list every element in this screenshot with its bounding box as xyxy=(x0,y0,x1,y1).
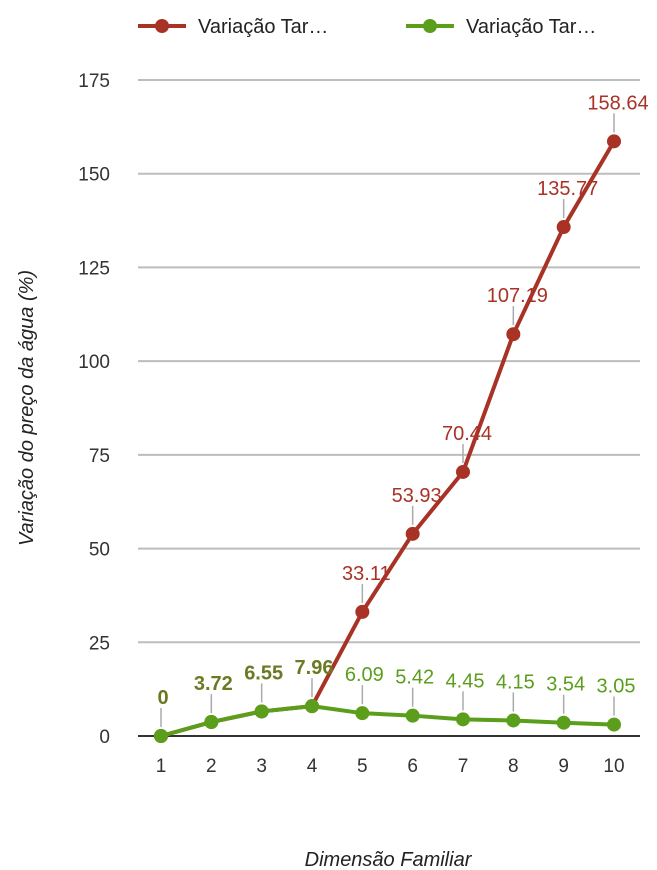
y-tick-label-175: 175 xyxy=(78,71,110,92)
data-point-s2-x2[interactable] xyxy=(204,715,219,730)
data-label-s2-x6: 5.42 xyxy=(395,667,434,689)
y-tick-label-50: 50 xyxy=(89,540,110,561)
data-label-s2-x7: 4.45 xyxy=(446,670,485,692)
legend-item-series-1[interactable]: Variação Tar… xyxy=(138,16,328,38)
data-labels: 33.11 53.93 70.44 107.19 135.77 158.64 0 3.72 6.… xyxy=(157,92,649,727)
series-1 xyxy=(154,134,621,743)
x-axis-ticks: 1 2 3 4 5 6 7 8 9 10 xyxy=(156,756,625,777)
data-point-s2-x4[interactable] xyxy=(305,699,319,714)
series-line-2 xyxy=(159,704,616,738)
x-tick-label-1: 1 xyxy=(156,756,167,777)
data-label-s2-x5: 6.09 xyxy=(345,664,384,686)
series-2 xyxy=(154,699,621,743)
data-label-s2-x9: 3.54 xyxy=(546,674,585,696)
data-label-s1-x10: 158.64 xyxy=(587,92,648,114)
legend: Variação Tar… Variação Tar… xyxy=(138,16,596,38)
x-tick-label-2: 2 xyxy=(206,756,217,777)
legend-label-series-2: Variação Tar… xyxy=(466,16,596,38)
data-point-s1-x5[interactable] xyxy=(355,604,370,619)
y-tick-label-0: 0 xyxy=(99,727,110,748)
x-tick-label-3: 3 xyxy=(256,756,267,777)
x-tick-label-10: 10 xyxy=(603,756,624,777)
data-point-s2-x5[interactable] xyxy=(355,706,370,721)
data-label-s1-x5: 33.11 xyxy=(342,563,391,585)
data-label-s2-x1: 0 xyxy=(157,687,168,709)
y-tick-label-150: 150 xyxy=(78,165,110,186)
legend-item-series-2[interactable]: Variação Tar… xyxy=(406,16,596,38)
x-axis-title: Dimensão Familiar xyxy=(305,849,473,870)
legend-label-series-1: Variação Tar… xyxy=(198,16,328,38)
data-point-s2-x3[interactable] xyxy=(254,704,269,719)
data-point-s2-x9[interactable] xyxy=(556,715,571,730)
y-tick-label-125: 125 xyxy=(78,258,110,279)
gridlines xyxy=(138,79,640,737)
data-label-s1-x6: 53.93 xyxy=(392,485,442,507)
x-tick-label-5: 5 xyxy=(357,756,368,777)
y-axis-ticks: 0 25 50 75 100 125 150 175 xyxy=(78,71,110,748)
data-point-s2-x8[interactable] xyxy=(506,713,521,728)
data-label-s1-x9: 135.77 xyxy=(537,178,598,200)
y-axis-title: Variação do preço da água (%) xyxy=(16,270,38,546)
series-layer xyxy=(154,134,621,743)
data-point-s2-x10[interactable] xyxy=(607,717,621,732)
data-label-s2-x3: 6.55 xyxy=(244,662,283,684)
data-point-s1-x9[interactable] xyxy=(556,220,571,235)
data-label-s2-x10: 3.05 xyxy=(597,676,636,698)
data-label-s2-x2: 3.72 xyxy=(194,673,233,695)
data-label-s1-x7: 70.44 xyxy=(442,423,492,445)
data-point-s1-x8[interactable] xyxy=(506,327,521,342)
data-point-s2-x6[interactable] xyxy=(405,708,420,723)
data-label-s1-x8: 107.19 xyxy=(487,285,548,307)
series-line-1 xyxy=(159,139,616,738)
x-tick-label-8: 8 xyxy=(508,756,519,777)
y-tick-label-100: 100 xyxy=(78,352,110,373)
data-point-s1-x7[interactable] xyxy=(456,464,470,479)
legend-marker-series-1 xyxy=(155,19,169,33)
data-point-s2-x1[interactable] xyxy=(154,729,168,743)
x-tick-label-7: 7 xyxy=(458,756,469,777)
data-point-s1-x6[interactable] xyxy=(405,526,420,541)
data-label-s2-x4: 7.96 xyxy=(295,657,334,679)
data-point-s2-x7[interactable] xyxy=(456,712,470,727)
x-tick-label-6: 6 xyxy=(407,756,418,777)
data-label-s2-x8: 4.15 xyxy=(496,671,535,693)
x-tick-label-4: 4 xyxy=(307,756,318,777)
legend-marker-series-2 xyxy=(423,19,437,33)
y-tick-label-25: 25 xyxy=(89,633,110,654)
x-tick-label-9: 9 xyxy=(558,756,569,777)
data-point-s1-x10[interactable] xyxy=(607,134,621,149)
y-tick-label-75: 75 xyxy=(89,446,110,467)
